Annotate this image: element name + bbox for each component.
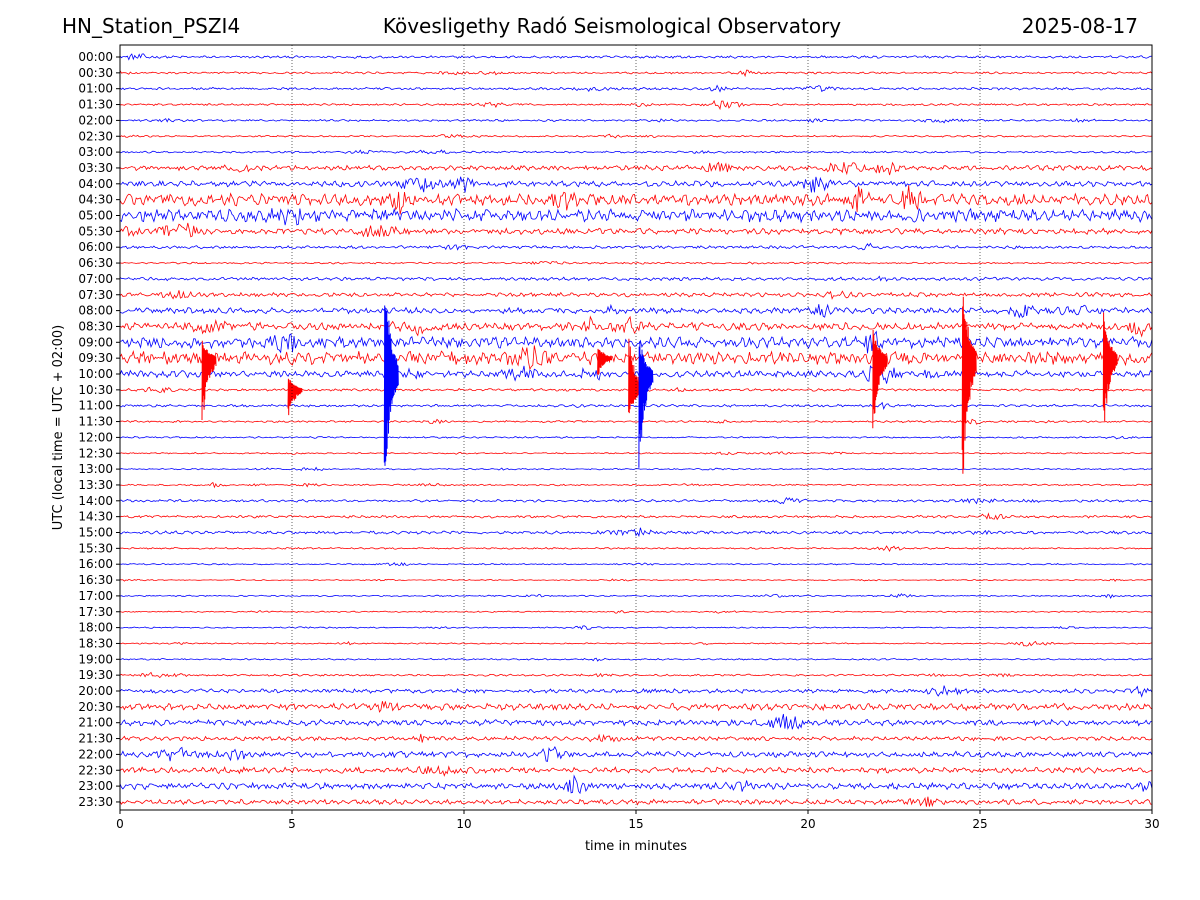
y-tick-label: 15:30 bbox=[78, 541, 113, 555]
trace-group bbox=[119, 53, 1153, 808]
y-tick-label: 12:00 bbox=[78, 430, 113, 444]
y-tick-label: 18:00 bbox=[78, 621, 113, 635]
y-tick-label: 03:00 bbox=[78, 145, 113, 159]
y-tick-label: 11:30 bbox=[78, 415, 113, 429]
y-tick-label: 00:00 bbox=[78, 50, 113, 64]
y-tick-label: 12:30 bbox=[78, 446, 113, 460]
y-tick-label: 08:30 bbox=[78, 319, 113, 333]
y-tick-label: 04:30 bbox=[78, 193, 113, 207]
x-tick-label: 25 bbox=[972, 817, 987, 831]
x-axis-ticks: 0 5 10 15 20 25 30 bbox=[116, 810, 1160, 831]
trace-2030 bbox=[119, 701, 1153, 713]
event-spike bbox=[383, 305, 399, 466]
y-tick-label: 23:30 bbox=[78, 795, 113, 809]
y-tick-label: 07:30 bbox=[78, 288, 113, 302]
event-spike bbox=[201, 340, 217, 421]
y-tick-label: 10:30 bbox=[78, 383, 113, 397]
y-tick-label: 19:00 bbox=[78, 652, 113, 666]
trace-0100 bbox=[119, 84, 1153, 93]
y-tick-label: 08:00 bbox=[78, 304, 113, 318]
y-tick-label: 06:00 bbox=[78, 240, 113, 254]
trace-1100 bbox=[119, 401, 1153, 411]
trace-1530 bbox=[119, 545, 1153, 552]
x-tick-label: 15 bbox=[628, 817, 643, 831]
y-tick-label: 13:00 bbox=[78, 462, 113, 476]
y-tick-label: 21:00 bbox=[78, 716, 113, 730]
y-tick-label: 03:30 bbox=[78, 161, 113, 175]
y-tick-label: 14:00 bbox=[78, 494, 113, 508]
trace-0300 bbox=[119, 149, 1153, 155]
event-spike bbox=[1102, 312, 1118, 422]
y-tick-label: 17:00 bbox=[78, 589, 113, 603]
x-axis-label: time in minutes bbox=[585, 839, 687, 854]
y-tick-label: 10:00 bbox=[78, 367, 113, 381]
y-tick-label: 14:30 bbox=[78, 510, 113, 524]
y-tick-label: 09:00 bbox=[78, 335, 113, 349]
station-name: HN_Station_PSZI4 bbox=[62, 14, 241, 38]
recording-date: 2025-08-17 bbox=[1021, 14, 1138, 38]
y-tick-label: 19:30 bbox=[78, 668, 113, 682]
y-tick-label: 20:00 bbox=[78, 684, 113, 698]
y-tick-label: 02:30 bbox=[78, 129, 113, 143]
trace-1830 bbox=[119, 640, 1153, 647]
event-spike bbox=[597, 348, 613, 375]
chart-title: Kövesligethy Radó Seismological Observat… bbox=[382, 14, 842, 38]
trace-1500 bbox=[119, 527, 1153, 538]
trace-0630 bbox=[119, 260, 1153, 265]
y-tick-label: 17:30 bbox=[78, 605, 113, 619]
event-spike bbox=[287, 378, 303, 416]
event-spike bbox=[961, 296, 977, 474]
trace-0400 bbox=[119, 176, 1153, 193]
y-tick-label: 05:30 bbox=[78, 224, 113, 238]
y-tick-label: 22:30 bbox=[78, 763, 113, 777]
y-tick-label: 23:00 bbox=[78, 779, 113, 793]
y-tick-label: 02:00 bbox=[78, 113, 113, 127]
y-tick-label: 07:00 bbox=[78, 272, 113, 286]
trace-0230 bbox=[119, 133, 1153, 139]
x-tick-label: 20 bbox=[800, 817, 815, 831]
x-tick-label: 0 bbox=[116, 817, 124, 831]
y-axis-label: UTC (local time = UTC + 02:00) bbox=[51, 325, 66, 530]
y-tick-label: 09:30 bbox=[78, 351, 113, 365]
trace-0730 bbox=[119, 290, 1153, 300]
grid-lines bbox=[291, 45, 981, 810]
event-spike bbox=[638, 341, 654, 468]
y-tick-label: 00:30 bbox=[78, 66, 113, 80]
trace-2230 bbox=[119, 765, 1153, 777]
trace-0700 bbox=[119, 275, 1153, 282]
y-tick-label: 01:00 bbox=[78, 82, 113, 96]
y-tick-label: 15:00 bbox=[78, 526, 113, 540]
y-tick-label: 16:30 bbox=[78, 573, 113, 587]
event-spike bbox=[872, 329, 888, 429]
trace-1330 bbox=[119, 481, 1153, 489]
trace-1700 bbox=[119, 593, 1153, 600]
trace-1900 bbox=[119, 657, 1153, 662]
x-tick-label: 10 bbox=[456, 817, 471, 831]
y-tick-label: 06:30 bbox=[78, 256, 113, 270]
trace-2300 bbox=[119, 774, 1153, 795]
trace-0130 bbox=[119, 99, 1153, 111]
y-tick-label: 11:00 bbox=[78, 399, 113, 413]
y-tick-label: 18:30 bbox=[78, 636, 113, 650]
y-tick-label: 05:00 bbox=[78, 209, 113, 223]
y-tick-label: 13:30 bbox=[78, 478, 113, 492]
y-tick-label: 21:30 bbox=[78, 732, 113, 746]
y-tick-label: 22:00 bbox=[78, 747, 113, 761]
y-tick-label: 01:30 bbox=[78, 98, 113, 112]
x-tick-label: 30 bbox=[1144, 817, 1159, 831]
y-tick-label: 16:00 bbox=[78, 557, 113, 571]
y-tick-label: 20:30 bbox=[78, 700, 113, 714]
trace-2100 bbox=[119, 713, 1153, 730]
x-tick-label: 5 bbox=[288, 817, 296, 831]
y-tick-label: 04:00 bbox=[78, 177, 113, 191]
trace-1200 bbox=[119, 435, 1153, 440]
